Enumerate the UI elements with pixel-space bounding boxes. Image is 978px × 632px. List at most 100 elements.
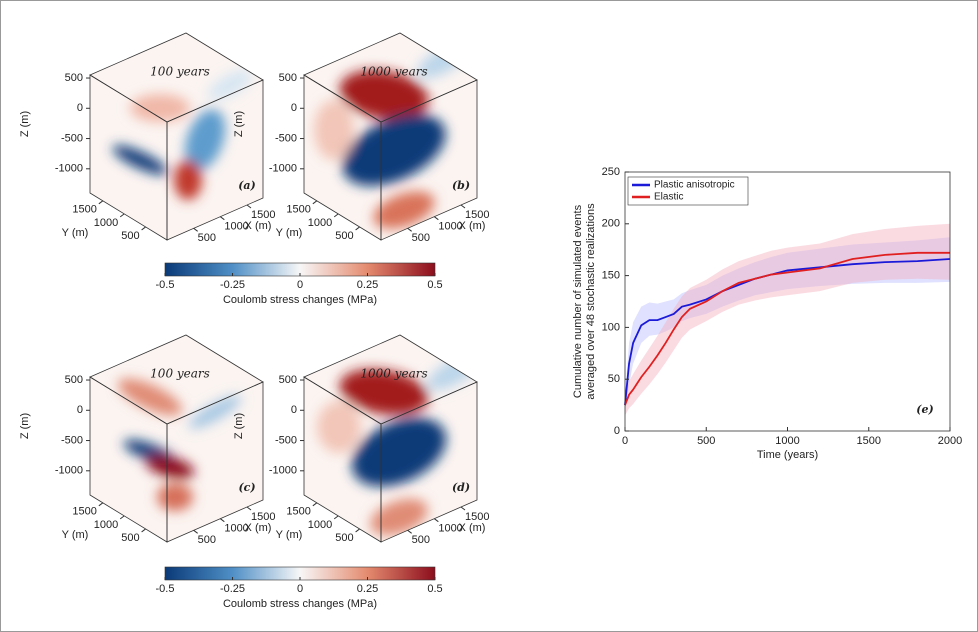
y-tick [119, 515, 125, 520]
x-tick [407, 529, 412, 534]
cube [89, 334, 264, 543]
y-label: Y (m) [276, 529, 303, 541]
x-tick-label: 1000 [438, 523, 462, 535]
stress-blob [370, 498, 428, 536]
cube [89, 32, 264, 241]
cube-face [380, 79, 478, 241]
y-tick [312, 200, 318, 205]
y-tick-label: 0 [614, 425, 620, 437]
x-tick-label: 1000 [224, 523, 248, 535]
y-axis-label: averaged over 48 stochastic realizations [585, 203, 597, 400]
x-tick-label: 1000 [438, 221, 462, 233]
x-tick [434, 216, 439, 221]
y-tick [333, 213, 339, 218]
cube [303, 32, 478, 241]
x-tick [407, 227, 412, 232]
panel-label: (a) [238, 179, 256, 192]
y-tick [119, 213, 125, 218]
y-tick-label: 500 [121, 532, 139, 544]
legend-box [627, 176, 749, 206]
colorbar-tick-label: -0.5 [156, 583, 175, 595]
panel-title: 1000 years [360, 65, 427, 79]
z-tick-label: -500 [275, 132, 297, 144]
series-line [624, 251, 950, 406]
colorbar-tick-label: 0.25 [357, 279, 378, 291]
y-label: Y (m) [62, 529, 89, 541]
cube [303, 334, 478, 543]
x-tick-label: 1000 [775, 435, 799, 447]
z-tick-label: 500 [279, 72, 297, 84]
y-tick-label: 150 [602, 270, 620, 282]
x-tick-label: 2000 [938, 435, 962, 447]
stress-blob [317, 401, 361, 453]
z-tick-label: -1000 [55, 163, 83, 175]
x-tick [434, 518, 439, 523]
z-label: Z (m) [19, 111, 31, 137]
stress-blob [174, 160, 202, 200]
y-tick [355, 226, 360, 231]
series-line [624, 258, 951, 406]
panel-label: (d) [452, 481, 470, 494]
x-label: X (m) [245, 220, 272, 232]
colorbar-tick-label: -0.5 [156, 279, 175, 291]
x-tick [246, 506, 252, 511]
x-label: X (m) [245, 522, 272, 534]
x-tick-label: 500 [412, 232, 430, 244]
z-tick-label: -1000 [269, 163, 297, 175]
y-tick-label: 1000 [94, 217, 118, 229]
x-tick [460, 204, 466, 209]
x-tick [193, 227, 198, 232]
z-label: Z (m) [19, 413, 31, 439]
x-tick [193, 529, 198, 534]
z-tick-label: -1000 [55, 465, 83, 477]
y-label: Y (m) [62, 227, 89, 239]
y-tick-label: 250 [602, 166, 620, 178]
x-tick [460, 506, 466, 511]
confidence-band [625, 223, 950, 416]
y-tick [312, 502, 318, 507]
colorbar-label: Coulomb stress changes (MPa) [223, 598, 377, 610]
colorbar-tick-label: 0.25 [357, 583, 378, 595]
x-tick-label: 500 [198, 534, 216, 546]
y-tick-label: 500 [121, 230, 139, 242]
colorbar-tick-label: -0.25 [220, 583, 245, 595]
confidence-band [625, 237, 950, 413]
y-axis-label: Cumulative number of simulated events [572, 204, 584, 398]
panel-label: (c) [238, 481, 255, 494]
z-tick-label: -500 [61, 434, 83, 446]
z-label: Z (m) [233, 111, 245, 137]
x-tick-label: 500 [697, 435, 715, 447]
x-tick-label: 0 [622, 435, 628, 447]
x-tick-label: 500 [198, 232, 216, 244]
z-tick-label: -500 [61, 132, 83, 144]
x-tick [220, 216, 225, 221]
x-label: X (m) [459, 522, 486, 534]
x-axis-label: Time (years) [757, 449, 818, 461]
z-tick-label: 0 [77, 102, 83, 114]
stress-blob [314, 100, 354, 160]
y-label: Y (m) [276, 227, 303, 239]
panel-title: 100 years [150, 65, 210, 79]
colorbar-tick-label: -0.25 [220, 279, 245, 291]
y-tick [98, 200, 104, 205]
x-tick-label: 1000 [224, 221, 248, 233]
cube-face [380, 381, 478, 543]
y-tick-label: 1500 [286, 506, 310, 518]
y-tick-label: 50 [608, 373, 620, 385]
y-tick [355, 528, 360, 533]
stress-blob [112, 145, 168, 175]
x-tick-label: 1500 [465, 511, 489, 523]
stress-field [117, 378, 242, 511]
x-tick-label: 500 [412, 534, 430, 546]
x-tick-label: 1500 [465, 209, 489, 221]
y-tick [141, 528, 146, 533]
stress-blob [342, 114, 446, 186]
colorbar-tick-label: 0.5 [427, 279, 442, 291]
z-tick-label: -1000 [269, 465, 297, 477]
y-tick-label: 1500 [72, 204, 96, 216]
stress-blob [207, 69, 253, 101]
y-tick-label: 1500 [72, 506, 96, 518]
x-tick-label: 1500 [857, 435, 881, 447]
z-tick-label: 0 [77, 404, 83, 416]
